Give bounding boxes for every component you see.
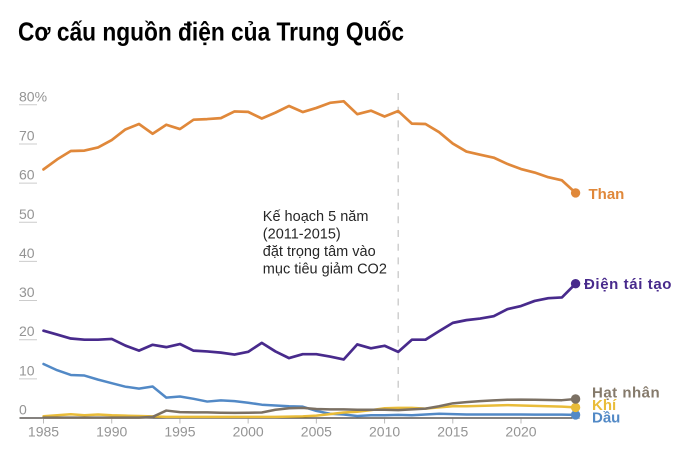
svg-text:70: 70 bbox=[19, 127, 35, 143]
svg-text:1985: 1985 bbox=[28, 424, 59, 440]
svg-text:0: 0 bbox=[19, 402, 27, 418]
svg-text:(2011-2015): (2011-2015) bbox=[263, 227, 341, 243]
svg-text:1995: 1995 bbox=[164, 424, 195, 440]
svg-text:30: 30 bbox=[19, 284, 35, 300]
svg-text:Kế hoạch 5 năm: Kế hoạch 5 năm bbox=[263, 209, 369, 225]
svg-text:1990: 1990 bbox=[96, 424, 127, 440]
svg-text:10: 10 bbox=[19, 362, 35, 378]
svg-text:2015: 2015 bbox=[437, 424, 468, 440]
svg-text:Khí: Khí bbox=[592, 397, 617, 414]
svg-text:Hạt nhân: Hạt nhân bbox=[592, 385, 660, 402]
svg-text:80%: 80% bbox=[19, 88, 47, 104]
svg-text:Than: Than bbox=[589, 186, 625, 203]
svg-text:Cơ cấu nguồn điện của Trung Qu: Cơ cấu nguồn điện của Trung Quốc bbox=[18, 17, 404, 47]
svg-text:40: 40 bbox=[19, 245, 35, 261]
svg-text:2010: 2010 bbox=[369, 424, 400, 440]
svg-text:60: 60 bbox=[19, 167, 35, 183]
svg-text:Dầu: Dầu bbox=[592, 410, 620, 427]
svg-text:50: 50 bbox=[19, 206, 35, 222]
svg-text:20: 20 bbox=[19, 323, 35, 339]
svg-text:đặt trọng tâm vào: đặt trọng tâm vào bbox=[263, 244, 376, 260]
svg-text:2005: 2005 bbox=[301, 424, 332, 440]
svg-text:2020: 2020 bbox=[505, 424, 536, 440]
svg-text:mục tiêu giảm CO2: mục tiêu giảm CO2 bbox=[263, 262, 387, 278]
svg-text:2000: 2000 bbox=[233, 424, 264, 440]
svg-text:Điện tái tạo: Điện tái tạo bbox=[584, 276, 672, 293]
